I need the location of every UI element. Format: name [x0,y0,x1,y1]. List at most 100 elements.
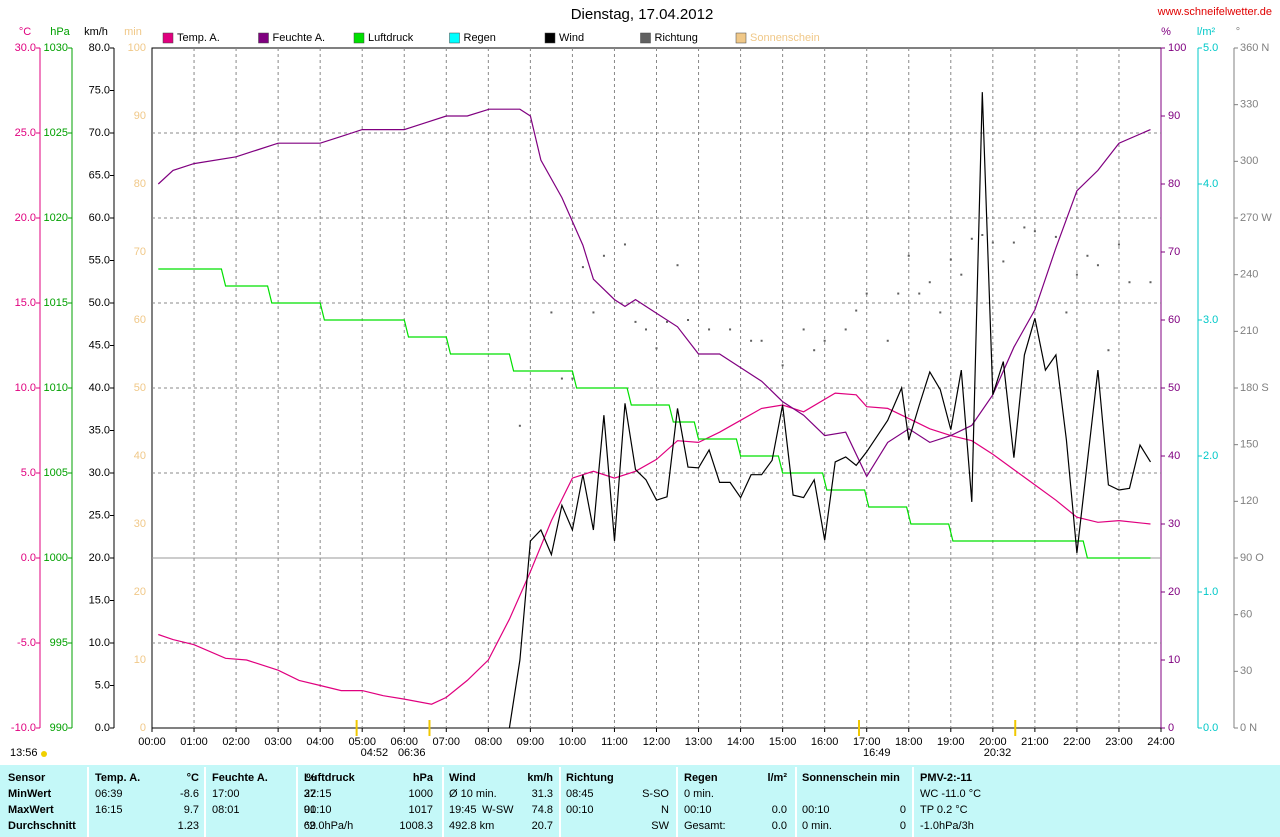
direction-dot [1075,273,1078,276]
y-tick-label: 210 [1240,325,1258,337]
y-tick-label: 45.0 [89,339,110,351]
y-tick-label: -5.0 [17,637,36,649]
y-tick-label: 0 [1168,722,1174,734]
chart-title: Dienstag, 17.04.2012 [571,6,714,23]
cell-left: TP 0.2 °C [920,804,968,816]
cell-left: 00:10 [566,804,594,816]
y-tick-label: 0.0 [21,552,36,564]
y-tick-label: 40 [1168,450,1180,462]
x-tick-label: 06:00 [390,736,418,748]
y-tick-label: 2.0 [1203,450,1218,462]
y-tick-label: 10 [134,654,146,666]
series-line [158,268,1151,559]
direction-dot [623,243,626,246]
y-tick-label: 1020 [44,212,68,224]
direction-dot [960,273,963,276]
direction-dot [1033,230,1036,233]
cell-right: N [661,804,669,816]
cell-right: 69 [304,820,316,832]
y-tick-label: 40 [134,450,146,462]
x-tick-label: 08:00 [475,736,503,748]
axis-unit: l/m² [1197,26,1216,38]
x-tick-label: 13:00 [685,736,713,748]
direction-dot [666,320,669,323]
cell-right: 31.3 [532,788,553,800]
legend-label: Wind [559,32,584,44]
cell-right: 37 [304,788,316,800]
y-tick-label: 990 [50,722,68,734]
row-label: MaxWert [8,804,54,816]
cell-right: 1008.3 [399,820,433,832]
x-tick-label: 17:00 [853,736,881,748]
y-tick-label: 30 [134,518,146,530]
y-tick-label: 1005 [44,467,68,479]
x-tick-label: 01:00 [180,736,208,748]
x-tick-label: 12:00 [643,736,671,748]
y-tick-label: 15.0 [89,594,110,606]
direction-dot [981,234,984,236]
direction-dot [687,319,690,321]
y-tick-label: 50.0 [89,297,110,309]
y-tick-label: 20 [1168,586,1180,598]
legend-label: Richtung [655,32,698,44]
y-tick-label: 120 [1240,495,1258,507]
y-tick-label: 50 [1168,382,1180,394]
y-tick-label: 30 [1240,665,1252,677]
x-tick-label: 02:00 [222,736,250,748]
y-tick-label: 5.0 [1203,42,1218,54]
y-tick-label: 1.0 [1203,586,1218,598]
y-tick-label: 330 [1240,99,1258,111]
direction-dot [991,241,994,244]
axis-unit: % [1161,26,1171,38]
cell-left: 06:39 [95,788,123,800]
cell-left: 00:10 [684,804,712,816]
y-tick-label: 90 O [1240,552,1264,564]
cell-right: 0 [900,804,906,816]
x-tick-label: 18:00 [895,736,923,748]
direction-dot [970,237,973,240]
direction-dot [1096,264,1099,267]
direction-dot [949,258,952,261]
cell-left: Gesamt: [684,820,726,832]
cell-left: 00:10 [802,804,830,816]
x-tick-label: 04:00 [306,736,334,748]
row-label: Sensor [8,772,46,784]
x-tick-label: 19:00 [937,736,965,748]
y-tick-label: 1015 [44,297,68,309]
y-tick-label: 60.0 [89,212,110,224]
legend-swatch [353,32,365,44]
x-tick-label: 00:00 [138,736,166,748]
direction-dot [823,339,826,342]
cell-right: 74.8 [532,804,553,816]
y-tick-label: 40.0 [89,382,110,394]
y-tick-label: 55.0 [89,254,110,266]
group-unit: km/h [527,772,553,784]
direction-dot [760,339,763,342]
direction-dot [813,349,816,352]
sun-icon [41,751,47,757]
direction-dot [676,264,679,267]
cell-right: 20.7 [532,820,553,832]
row-label: Durchschnitt [8,820,76,832]
x-tick-label: 07:00 [433,736,461,748]
y-tick-label: 20.0 [15,212,36,224]
y-tick-label: 300 [1240,155,1258,167]
direction-dot [571,377,574,380]
sun-time: 04:52 [361,747,389,759]
cell-left: ^2.0hPa/h [304,820,353,832]
legend-label: Regen [464,32,496,44]
source-link[interactable]: www.schneifelwetter.de [1157,6,1272,18]
y-tick-label: 150 [1240,439,1258,451]
direction-dot [634,320,637,323]
cell-left: 00:10 [304,804,332,816]
y-tick-label: 20 [134,586,146,598]
cell-left: 0 min. [684,788,714,800]
direction-dot [708,328,711,331]
series-line [508,92,1152,729]
group-title: Temp. A. [95,772,140,784]
y-tick-label: 1010 [44,382,68,394]
sun-time: 16:49 [863,747,891,759]
y-tick-label: 50 [134,382,146,394]
x-tick-label: 14:00 [727,736,755,748]
y-tick-label: 70 [1168,246,1180,258]
